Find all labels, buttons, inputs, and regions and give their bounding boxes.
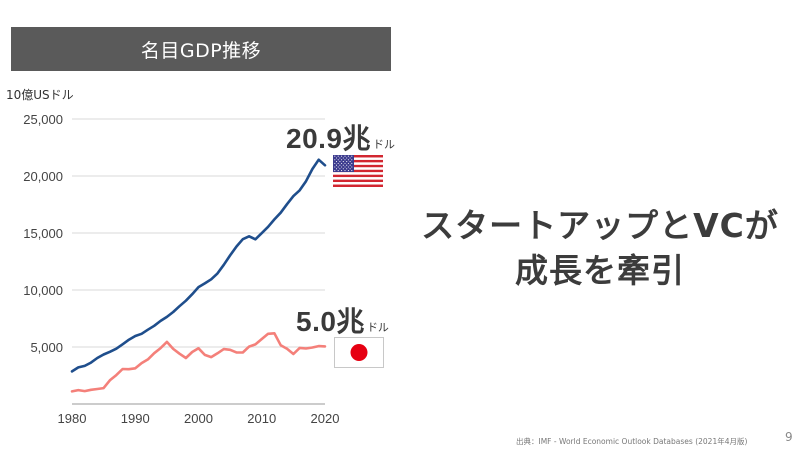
x-tick-label: 1980 <box>58 411 87 426</box>
grid-lines <box>72 118 325 405</box>
series-lines <box>70 158 327 393</box>
x-tick-label: 2020 <box>311 411 340 426</box>
japan-gdp-callout: 5.0兆 ドル <box>296 300 389 340</box>
source-citation: 出典：IMF - World Economic Outlook Database… <box>516 437 748 446</box>
y-tick-label: 25,000 <box>23 112 63 127</box>
page-number: 9 <box>785 430 793 444</box>
japan-gdp-line <box>70 331 327 393</box>
y-axis-unit-label: 10億USドル <box>6 88 74 102</box>
us-gdp-line <box>70 158 327 373</box>
x-tick-label: 1990 <box>121 411 150 426</box>
x-tick-labels: 1980 1990 2000 2010 2020 <box>58 411 340 426</box>
japan-gdp-unit: ドル <box>366 322 389 334</box>
gdp-line-chart: 5,000 10,000 15,000 20,000 25,000 1980 1990 20… <box>23 112 340 426</box>
y-tick-labels: 5,000 10,000 15,000 20,000 25,000 <box>23 112 63 355</box>
headline: スタートアップとVCが 成長を牽引 <box>400 203 800 293</box>
y-tick-label: 5,000 <box>30 340 63 355</box>
y-tick-label: 10,000 <box>23 283 63 298</box>
x-tick-label: 2000 <box>184 411 213 426</box>
chart-title: 名目GDP推移 <box>140 39 262 62</box>
us-flag-icon <box>333 155 383 187</box>
us-gdp-unit: ドル <box>373 139 395 151</box>
x-tick-label: 2010 <box>247 411 276 426</box>
japan-gdp-value: 5.0兆 <box>296 306 365 337</box>
headline-line-1: スタートアップとVCが <box>421 206 779 245</box>
y-tick-label: 20,000 <box>23 169 63 184</box>
us-gdp-callout: 20.9兆 ドル <box>286 117 395 157</box>
y-tick-label: 15,000 <box>23 226 63 241</box>
japan-flag-icon <box>334 337 384 368</box>
us-gdp-value: 20.9兆 <box>286 123 371 154</box>
headline-line-2: 成長を牽引 <box>515 251 685 290</box>
chart-title-bar: 名目GDP推移 <box>11 27 391 71</box>
